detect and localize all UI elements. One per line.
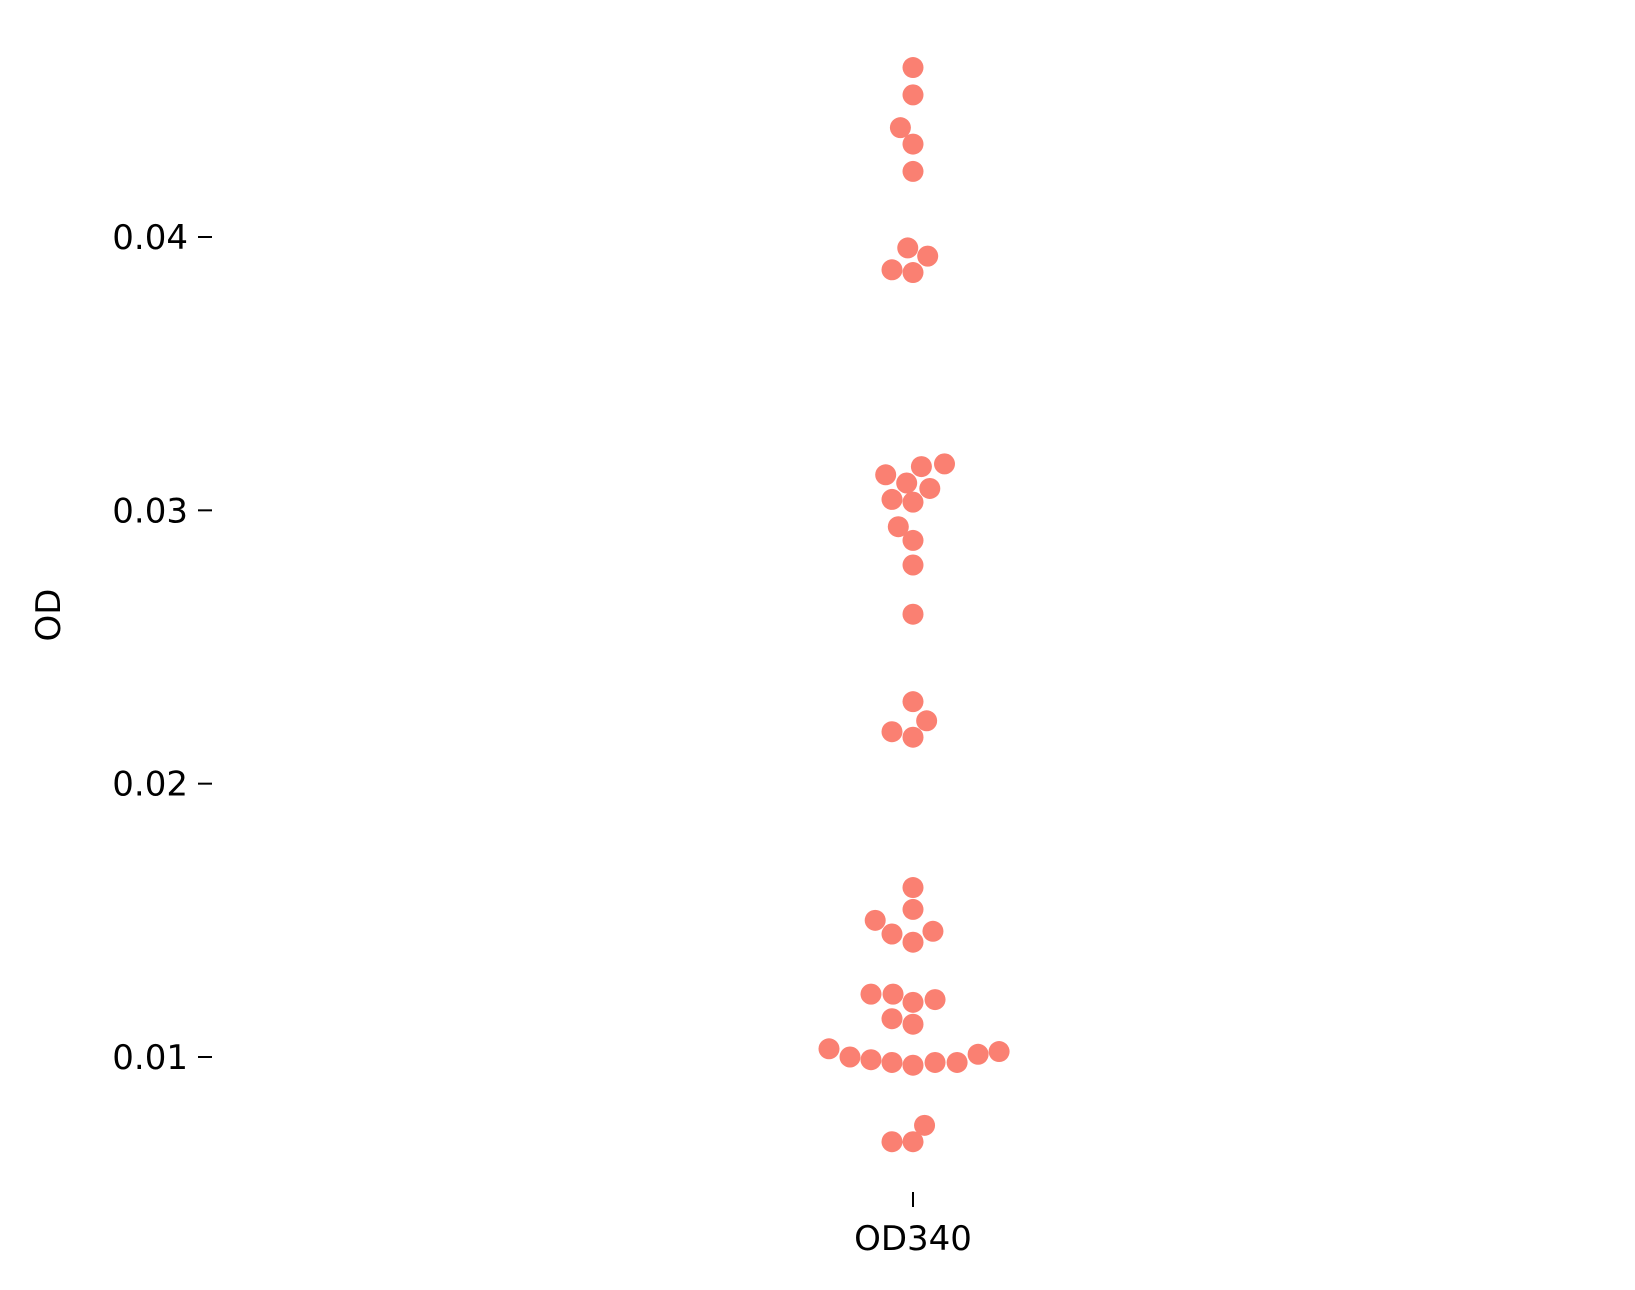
data-point [889,117,911,139]
data-point [902,160,924,182]
data-point [902,1131,924,1153]
data-point [881,721,903,743]
data-point [902,554,924,576]
data-point [881,488,903,510]
data-point [881,1008,903,1030]
x-tick-label: OD340 [854,1219,972,1259]
y-axis-label: OD [29,589,69,642]
data-point [902,133,924,155]
data-point [875,464,897,486]
data-point [902,529,924,551]
data-point [902,877,924,899]
data-point [914,1114,936,1136]
data-point [881,1051,903,1073]
data-point [934,453,955,475]
data-point [881,259,903,281]
data-point [902,691,924,713]
data-point [902,991,924,1013]
y-tick-label: 0.03 [112,491,188,531]
data-point [881,923,903,945]
data-point [896,472,918,494]
y-tick-label: 0.04 [112,218,188,258]
data-point [902,84,924,106]
data-point [887,516,909,538]
data-point [860,983,882,1005]
data-point [922,920,944,942]
data-point [910,456,932,478]
data-point [864,909,886,931]
data-point [902,262,924,284]
data-point [897,237,919,259]
data-point [924,1051,946,1073]
data-point [882,983,904,1005]
data-point [902,57,924,79]
data-point [902,931,924,953]
data-point [919,477,941,499]
data-point [902,1013,924,1035]
data-point [818,1038,840,1060]
data-point [902,898,924,920]
data-points [818,57,1010,1153]
data-point [924,989,946,1011]
x-axis: OD340 [854,1192,972,1259]
data-point [988,1041,1010,1063]
data-point [881,1131,903,1153]
y-axis: 0.01 0.02 0.03 0.04 [112,218,212,1078]
data-point [917,245,939,267]
data-point [902,1054,924,1076]
data-point [902,726,924,748]
data-point [860,1049,882,1071]
data-point [916,710,938,732]
data-point [902,491,924,513]
data-point [946,1051,968,1073]
y-tick-label: 0.02 [112,765,188,805]
y-tick-label: 0.01 [112,1038,188,1078]
data-point [902,603,924,625]
data-point [839,1046,861,1068]
data-point [967,1043,989,1065]
